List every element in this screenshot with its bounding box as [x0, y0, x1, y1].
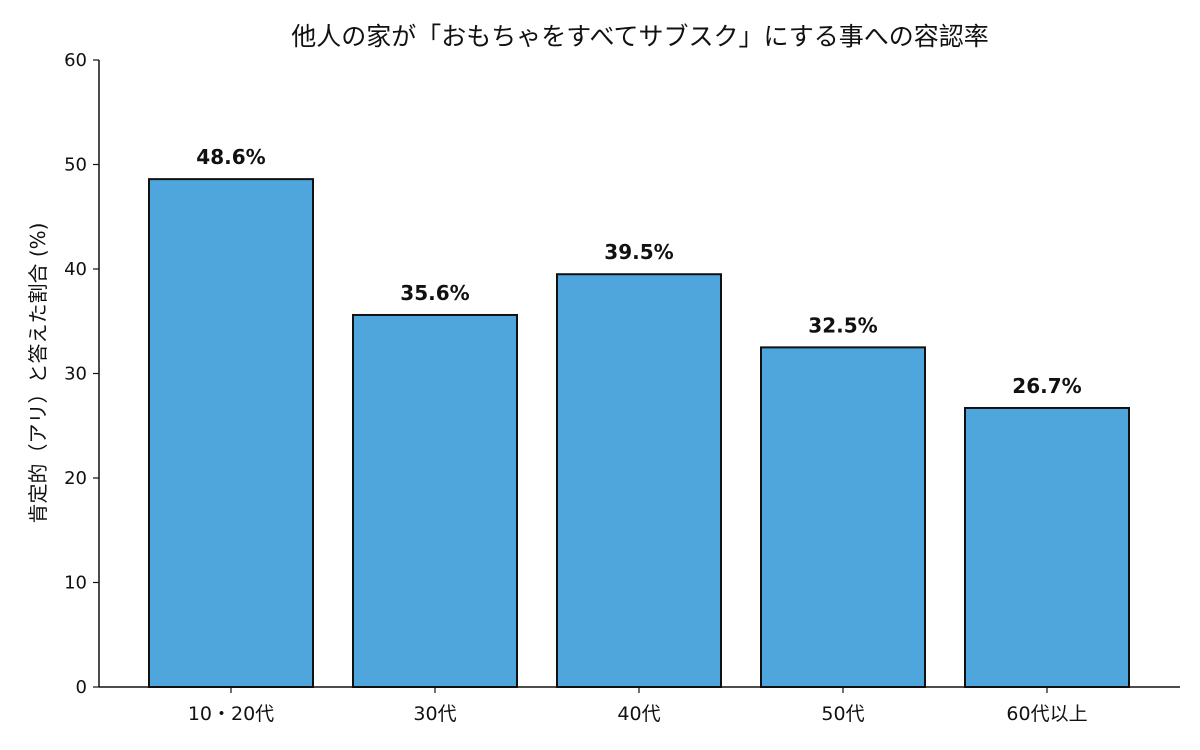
- y-tick-label: 50: [64, 155, 87, 176]
- y-tick-label: 10: [64, 573, 87, 594]
- bar: [556, 273, 722, 688]
- bars-group: 48.6% 35.6% 39.5% 32.5% 26.7%: [148, 145, 1130, 688]
- x-tick-label: 30代: [413, 703, 456, 725]
- y-tick-label: 0: [76, 677, 87, 698]
- bar: [148, 178, 314, 688]
- y-tick-label: 60: [64, 50, 87, 71]
- bar-value-label: 48.6%: [196, 145, 265, 169]
- x-axis: 10・20代 30代 40代 50代 60代以上: [188, 687, 1088, 725]
- x-tick-label: 40代: [617, 703, 660, 725]
- y-axis-title: 肯定的（アリ）と答えた割合 (%): [26, 223, 50, 524]
- bar: [352, 313, 518, 688]
- y-tick-label: 20: [64, 468, 87, 489]
- bar-value-label: 39.5%: [604, 240, 673, 264]
- y-tick-label: 40: [64, 259, 87, 280]
- bar: [964, 406, 1130, 688]
- y-axis: 0 10 20 30 40 50 60: [64, 50, 99, 698]
- bar-value-label: 26.7%: [1012, 374, 1081, 398]
- x-tick-label: 60代以上: [1006, 703, 1087, 725]
- bar-value-label: 32.5%: [808, 313, 877, 337]
- bar: [760, 346, 926, 688]
- x-tick-label: 50代: [821, 703, 864, 725]
- x-tick-label: 10・20代: [188, 703, 274, 725]
- bar-value-label: 35.6%: [400, 281, 469, 305]
- chart-title: 他人の家が「おもちゃをすべてサブスク」にする事への容認率: [291, 22, 989, 51]
- y-tick-label: 30: [64, 364, 87, 385]
